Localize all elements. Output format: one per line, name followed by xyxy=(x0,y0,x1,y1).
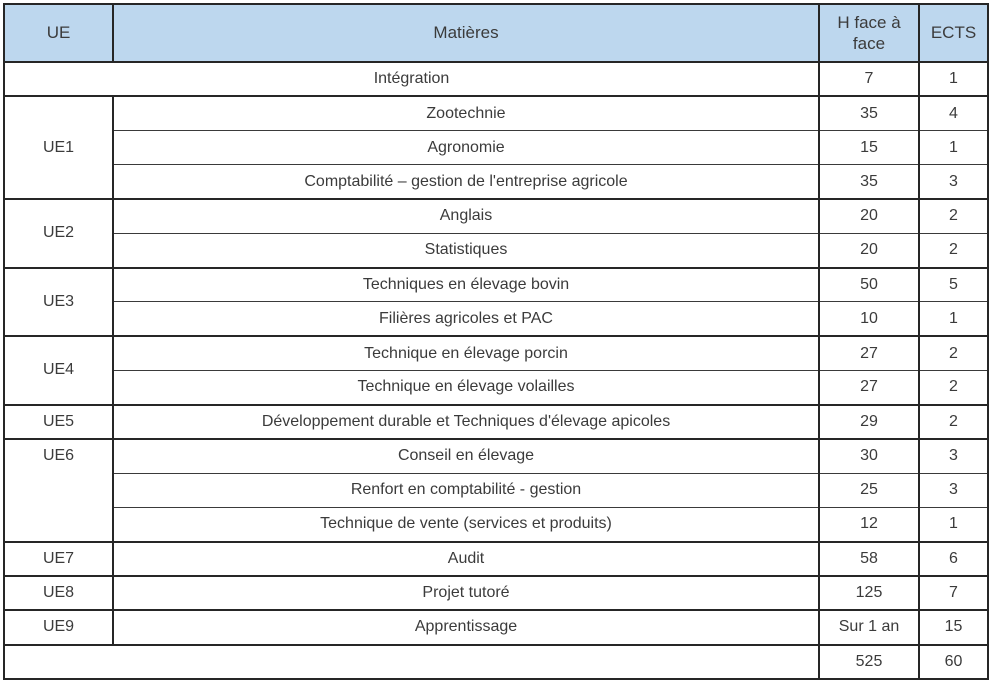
ue-cell-ue9: UE9 xyxy=(3,609,114,646)
hours-cell: 25 xyxy=(818,472,920,508)
ects-cell: 7 xyxy=(918,574,989,611)
table-row: Agronomie 15 1 xyxy=(4,130,989,166)
ects-cell: 1 xyxy=(918,301,989,337)
table-row: UE8 Projet tutoré 125 7 xyxy=(3,574,989,611)
ects-cell: 4 xyxy=(918,95,989,132)
ects-cell: 2 xyxy=(918,403,989,440)
matiere-cell: Renfort en comptabilité - gestion xyxy=(112,472,820,508)
hours-cell: 27 xyxy=(818,335,920,371)
hours-cell: 30 xyxy=(818,437,920,474)
header-ue: UE xyxy=(3,3,114,63)
ects-cell: 3 xyxy=(918,437,989,474)
hours-cell: 50 xyxy=(818,266,920,303)
table-row: Renfort en comptabilité - gestion 25 3 xyxy=(4,472,989,508)
ects-cell: 2 xyxy=(918,198,989,234)
ue-cell-ue6: UE6 xyxy=(3,437,114,543)
hours-cell: 27 xyxy=(818,369,920,406)
table-row: UE1 Zootechnie 35 4 xyxy=(3,95,989,200)
matiere-cell: Techniques en élevage bovin xyxy=(112,266,820,303)
ue-cell-ue5: UE5 xyxy=(3,403,114,440)
header-h-face-a-face: H face à face xyxy=(818,3,920,63)
table-row: UE6 Conseil en élevage 30 3 xyxy=(3,437,989,543)
header-row: UE Matières H face à face ECTS xyxy=(3,3,989,63)
ue-cell-ue7: UE7 xyxy=(3,540,114,577)
ects-cell: 2 xyxy=(918,232,989,269)
table-row: Technique de vente (services et produits… xyxy=(4,506,989,543)
matiere-cell: Intégration xyxy=(3,60,820,97)
table-row-total: 525 60 xyxy=(3,643,989,680)
hours-cell: 20 xyxy=(818,198,920,234)
table-row: Comptabilité – gestion de l'entreprise a… xyxy=(4,164,989,200)
ects-cell: 1 xyxy=(918,60,989,97)
ue-cell-ue8: UE8 xyxy=(3,574,114,611)
table-row: UE5 Développement durable et Techniques … xyxy=(3,403,989,440)
matiere-cell: Technique de vente (services et produits… xyxy=(112,506,820,543)
ue-cell-ue1: UE1 xyxy=(3,95,114,200)
hours-cell: 10 xyxy=(818,301,920,337)
ects-cell: 5 xyxy=(918,266,989,303)
total-label-cell xyxy=(3,643,820,680)
hours-cell: 35 xyxy=(818,164,920,200)
course-credits-table: UE Matières H face à face ECTS Intégrati… xyxy=(3,3,989,680)
ects-cell: 1 xyxy=(918,130,989,166)
matiere-cell: Statistiques xyxy=(112,232,820,269)
total-ects-cell: 60 xyxy=(918,643,989,680)
total-hours-cell: 525 xyxy=(818,643,920,680)
table-row-integration: Intégration 7 1 xyxy=(3,60,989,97)
matiere-cell: Anglais xyxy=(112,198,820,234)
table-row: Technique en élevage volailles 27 2 xyxy=(4,369,989,406)
matiere-cell: Conseil en élevage xyxy=(112,437,820,474)
matiere-cell: Développement durable et Techniques d'él… xyxy=(112,403,820,440)
hours-cell: 7 xyxy=(818,60,920,97)
hours-cell: 35 xyxy=(818,95,920,132)
hours-cell: 15 xyxy=(818,130,920,166)
table-row: UE3 Techniques en élevage bovin 50 5 xyxy=(3,266,989,337)
ects-cell: 1 xyxy=(918,506,989,543)
matiere-cell: Agronomie xyxy=(112,130,820,166)
table-row: Statistiques 20 2 xyxy=(4,232,989,269)
header-matieres: Matières xyxy=(112,3,820,63)
table-row: UE7 Audit 58 6 xyxy=(3,540,989,577)
ue-cell-ue3: UE3 xyxy=(3,266,114,337)
matiere-cell: Technique en élevage porcin xyxy=(112,335,820,371)
hours-cell: 125 xyxy=(818,574,920,611)
ects-cell: 3 xyxy=(918,472,989,508)
table-row: UE4 Technique en élevage porcin 27 2 xyxy=(3,335,989,406)
table-row: UE9 Apprentissage Sur 1 an 15 xyxy=(3,609,989,646)
ects-cell: 6 xyxy=(918,540,989,577)
ue-cell-ue4: UE4 xyxy=(3,335,114,406)
matiere-cell: Zootechnie xyxy=(112,95,820,132)
table-row: Filières agricoles et PAC 10 1 xyxy=(4,301,989,337)
matiere-cell: Audit xyxy=(112,540,820,577)
hours-cell: 12 xyxy=(818,506,920,543)
ects-cell: 2 xyxy=(918,335,989,371)
matiere-cell: Comptabilité – gestion de l'entreprise a… xyxy=(112,164,820,200)
hours-cell: 58 xyxy=(818,540,920,577)
ects-cell: 3 xyxy=(918,164,989,200)
ects-cell: 15 xyxy=(918,609,989,646)
header-ects: ECTS xyxy=(918,3,989,63)
matiere-cell: Apprentissage xyxy=(112,609,820,646)
ects-cell: 2 xyxy=(918,369,989,406)
hours-cell: 29 xyxy=(818,403,920,440)
table-row: UE2 Anglais 20 2 xyxy=(3,198,989,269)
ue-cell-ue2: UE2 xyxy=(3,198,114,269)
matiere-cell: Projet tutoré xyxy=(112,574,820,611)
matiere-cell: Technique en élevage volailles xyxy=(112,369,820,406)
hours-cell: 20 xyxy=(818,232,920,269)
matiere-cell: Filières agricoles et PAC xyxy=(112,301,820,337)
hours-cell: Sur 1 an xyxy=(818,609,920,646)
